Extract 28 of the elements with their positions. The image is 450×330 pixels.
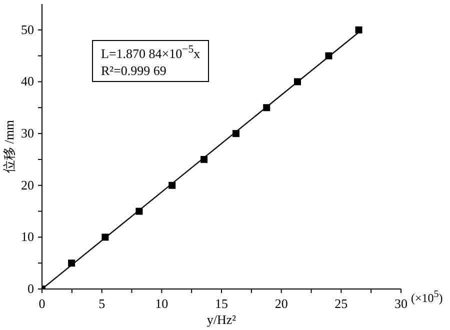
y-tick-label: 50: [21, 22, 34, 37]
x-tick-label: 20: [274, 296, 288, 311]
x-axis-title: y/Hz²: [206, 312, 236, 327]
annotation: L=1.870 84×10$^{−5}$x: [101, 44, 200, 62]
point: [102, 234, 109, 241]
x-tick-label: 30: [394, 296, 408, 311]
x-tick-label: 10: [155, 296, 168, 311]
point: [200, 156, 208, 163]
y-tick-label: 30: [21, 126, 34, 141]
y-tick-label: 0: [28, 281, 34, 296]
point: [294, 78, 301, 86]
x-tick-label: 15: [215, 296, 228, 311]
x-tick-label: 0: [38, 296, 46, 311]
y-tick-label: 20: [21, 177, 34, 192]
point: [263, 104, 270, 112]
y-tick-label: 10: [21, 229, 34, 244]
annotation: R²=0.999 69: [101, 63, 166, 78]
point: [355, 26, 362, 34]
y-tick-label: 40: [21, 74, 34, 89]
y-axis-title: 位移 /mm: [2, 120, 17, 174]
point: [325, 52, 332, 60]
point: [232, 130, 240, 138]
x-tick-label: 25: [334, 296, 348, 311]
point: [136, 208, 143, 215]
text: (×10$^{5}$): [411, 289, 443, 305]
point: [68, 260, 76, 267]
x-tick-label: 5: [98, 296, 106, 311]
point: [168, 182, 176, 189]
